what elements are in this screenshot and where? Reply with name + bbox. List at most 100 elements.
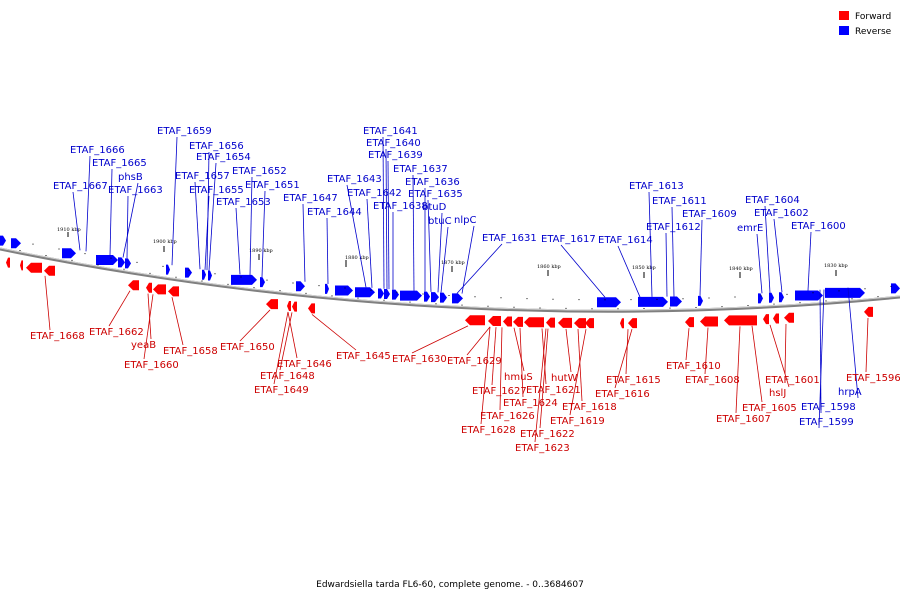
forward-gene-glyph[interactable] bbox=[513, 316, 523, 327]
reverse-gene-label[interactable]: ETAF_1617 bbox=[541, 234, 596, 245]
forward-gene-glyph[interactable] bbox=[488, 316, 501, 327]
forward-gene-label[interactable]: ETAF_1610 bbox=[666, 361, 721, 372]
reverse-gene-label[interactable]: ETAF_1663 bbox=[108, 185, 163, 196]
reverse-gene-label[interactable]: ETAF_1647 bbox=[283, 193, 338, 204]
forward-gene-glyph[interactable] bbox=[20, 260, 23, 271]
reverse-gene-label[interactable]: btuD bbox=[422, 202, 447, 213]
reverse-gene-glyph[interactable] bbox=[424, 291, 430, 302]
reverse-gene-label[interactable]: nlpC bbox=[454, 215, 476, 226]
reverse-gene-glyph[interactable] bbox=[0, 235, 6, 246]
forward-gene-glyph[interactable] bbox=[26, 262, 42, 273]
forward-gene-label[interactable]: yeaB bbox=[131, 340, 156, 351]
reverse-gene-glyph[interactable] bbox=[296, 281, 305, 292]
reverse-gene-label[interactable]: ETAF_1611 bbox=[652, 196, 707, 207]
reverse-gene-label[interactable]: phsB bbox=[118, 172, 143, 183]
reverse-gene-label[interactable]: ETAF_1643 bbox=[327, 174, 382, 185]
reverse-gene-label[interactable]: ETAF_1651 bbox=[245, 180, 300, 191]
forward-gene-glyph[interactable] bbox=[287, 301, 291, 312]
reverse-gene-glyph[interactable] bbox=[260, 277, 265, 288]
forward-gene-label[interactable]: ETAF_1605 bbox=[742, 403, 797, 414]
reverse-gene-label[interactable]: ETAF_1636 bbox=[405, 177, 460, 188]
reverse-gene-glyph[interactable] bbox=[355, 287, 375, 298]
reverse-gene-glyph[interactable] bbox=[118, 257, 125, 268]
forward-gene-glyph[interactable] bbox=[574, 318, 586, 329]
reverse-gene-label[interactable]: ETAF_1639 bbox=[368, 150, 423, 161]
forward-gene-glyph[interactable] bbox=[266, 299, 278, 310]
forward-gene-glyph[interactable] bbox=[168, 286, 179, 297]
reverse-gene-glyph[interactable] bbox=[231, 274, 257, 285]
forward-gene-glyph[interactable] bbox=[685, 317, 694, 328]
forward-gene-label[interactable]: ETAF_1628 bbox=[461, 425, 516, 436]
forward-gene-glyph[interactable] bbox=[546, 317, 555, 328]
reverse-gene-glyph[interactable] bbox=[208, 270, 212, 281]
reverse-gene-label[interactable]: ETAF_1641 bbox=[363, 126, 418, 137]
reverse-gene-label[interactable]: ETAF_1599 bbox=[799, 417, 854, 428]
reverse-gene-label[interactable]: ETAF_1655 bbox=[189, 185, 244, 196]
forward-gene-glyph[interactable] bbox=[784, 312, 794, 323]
reverse-gene-glyph[interactable] bbox=[335, 285, 353, 296]
reverse-gene-glyph[interactable] bbox=[670, 296, 682, 307]
reverse-gene-label[interactable]: ETAF_1635 bbox=[408, 189, 463, 200]
forward-gene-label[interactable]: ETAF_1616 bbox=[595, 389, 650, 400]
reverse-gene-label[interactable]: ETAF_1667 bbox=[53, 181, 108, 192]
reverse-gene-glyph[interactable] bbox=[698, 295, 703, 306]
forward-gene-glyph[interactable] bbox=[44, 265, 55, 276]
forward-gene-glyph[interactable] bbox=[146, 282, 152, 293]
reverse-gene-label[interactable]: ETAF_1637 bbox=[393, 164, 448, 175]
reverse-gene-label[interactable]: ETAF_1659 bbox=[157, 126, 212, 137]
reverse-gene-glyph[interactable] bbox=[638, 296, 668, 307]
forward-gene-label[interactable]: ETAF_1623 bbox=[515, 443, 570, 454]
forward-gene-label[interactable]: ETAF_1627 bbox=[472, 386, 527, 397]
reverse-gene-glyph[interactable] bbox=[185, 267, 192, 278]
reverse-gene-label[interactable]: ETAF_1642 bbox=[347, 188, 402, 199]
forward-gene-label[interactable]: ETAF_1618 bbox=[562, 402, 617, 413]
forward-gene-glyph[interactable] bbox=[628, 318, 637, 329]
reverse-gene-glyph[interactable] bbox=[11, 238, 21, 249]
reverse-gene-glyph[interactable] bbox=[795, 290, 823, 301]
forward-gene-glyph[interactable] bbox=[700, 316, 718, 327]
forward-gene-glyph[interactable] bbox=[864, 306, 873, 317]
forward-gene-glyph[interactable] bbox=[773, 313, 779, 324]
forward-gene-glyph[interactable] bbox=[503, 316, 512, 327]
reverse-gene-glyph[interactable] bbox=[891, 283, 900, 294]
forward-gene-label[interactable]: ETAF_1624 bbox=[503, 398, 558, 409]
reverse-gene-glyph[interactable] bbox=[769, 292, 774, 303]
forward-gene-label[interactable]: hutW bbox=[551, 373, 578, 384]
reverse-gene-glyph[interactable] bbox=[758, 293, 763, 304]
forward-gene-label[interactable]: ETAF_1662 bbox=[89, 327, 144, 338]
reverse-gene-glyph[interactable] bbox=[96, 254, 118, 265]
reverse-gene-label[interactable]: ETAF_1656 bbox=[189, 141, 244, 152]
forward-gene-glyph[interactable] bbox=[465, 315, 485, 326]
forward-gene-label[interactable]: ETAF_1658 bbox=[163, 346, 218, 357]
forward-gene-label[interactable]: ETAF_1608 bbox=[685, 375, 740, 386]
reverse-gene-glyph[interactable] bbox=[779, 292, 784, 303]
forward-gene-glyph[interactable] bbox=[128, 280, 139, 291]
forward-gene-label[interactable]: ETAF_1646 bbox=[277, 359, 332, 370]
forward-gene-label[interactable]: ETAF_1615 bbox=[606, 375, 661, 386]
forward-gene-glyph[interactable] bbox=[153, 284, 166, 295]
reverse-gene-glyph[interactable] bbox=[62, 248, 76, 259]
reverse-gene-label[interactable]: ETAF_1612 bbox=[646, 222, 701, 233]
reverse-gene-label[interactable]: ETAF_1652 bbox=[232, 166, 287, 177]
reverse-gene-label[interactable]: ETAF_1653 bbox=[216, 197, 271, 208]
reverse-gene-label[interactable]: ETAF_1666 bbox=[70, 145, 125, 156]
forward-gene-glyph[interactable] bbox=[308, 303, 315, 314]
reverse-gene-glyph[interactable] bbox=[384, 288, 390, 299]
reverse-gene-label[interactable]: ETAF_1598 bbox=[801, 402, 856, 413]
reverse-gene-label[interactable]: ETAF_1604 bbox=[745, 195, 800, 206]
reverse-gene-label[interactable]: ETAF_1657 bbox=[175, 171, 230, 182]
reverse-gene-glyph[interactable] bbox=[597, 297, 621, 308]
reverse-gene-label[interactable]: ETAF_1654 bbox=[196, 152, 251, 163]
reverse-gene-label[interactable]: ETAF_1631 bbox=[482, 233, 537, 244]
reverse-gene-glyph[interactable] bbox=[392, 289, 399, 300]
forward-gene-label[interactable]: ETAF_1660 bbox=[124, 360, 179, 371]
reverse-gene-glyph[interactable] bbox=[825, 287, 865, 298]
forward-gene-label[interactable]: ETAF_1668 bbox=[30, 331, 85, 342]
reverse-gene-glyph[interactable] bbox=[125, 258, 131, 269]
reverse-gene-glyph[interactable] bbox=[325, 283, 329, 294]
reverse-gene-label[interactable]: ETAF_1638 bbox=[373, 201, 428, 212]
reverse-gene-glyph[interactable] bbox=[431, 292, 439, 303]
forward-gene-glyph[interactable] bbox=[763, 314, 769, 325]
forward-gene-glyph[interactable] bbox=[6, 257, 10, 268]
reverse-gene-label[interactable]: ETAF_1640 bbox=[366, 138, 421, 149]
